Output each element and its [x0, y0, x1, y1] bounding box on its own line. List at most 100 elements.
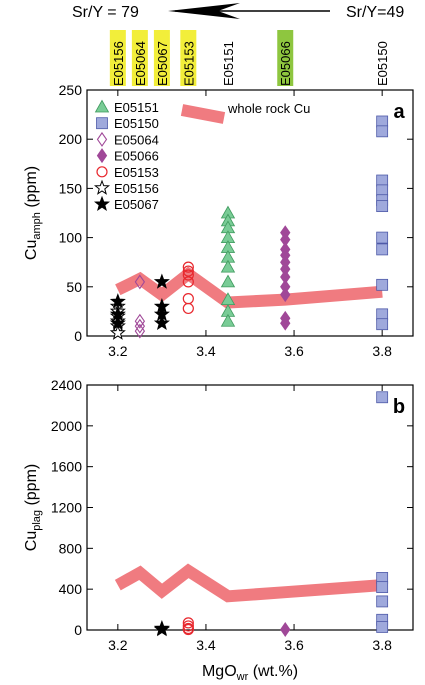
sr-y-arrow-head	[168, 3, 240, 19]
data-point-e05150	[376, 278, 389, 291]
sample-label: E05153	[181, 41, 196, 86]
data-point-e05150	[376, 581, 389, 594]
data-point-e05066	[280, 287, 291, 303]
data-point-e05151	[220, 313, 236, 327]
whole-rock-line	[114, 563, 383, 603]
sample-label: E05066	[278, 41, 293, 86]
data-point-e05150	[376, 318, 389, 331]
data-point-e05153	[182, 623, 194, 636]
data-point-e05066	[280, 315, 291, 331]
legend-marker-e05153	[96, 166, 108, 178]
data-point-e05150	[376, 621, 389, 633]
sample-label: E05064	[133, 41, 148, 86]
data-point-e05153	[182, 276, 194, 288]
y-tick-label: 250	[59, 82, 83, 98]
sample-label-highlight	[153, 30, 170, 86]
data-point-e05064	[134, 318, 146, 334]
data-point-e05067	[153, 273, 170, 289]
data-point-e05150	[376, 243, 389, 256]
sample-label: E05151	[221, 41, 236, 86]
data-point-e05150	[376, 231, 389, 244]
x-tick-label: 3.6	[284, 343, 304, 359]
data-point-e05150	[376, 174, 389, 187]
sr-y-header: Sr/Y = 79 Sr/Y=49	[72, 3, 404, 21]
y-tick-label: 0	[74, 622, 82, 638]
sample-label: E05067	[155, 41, 170, 86]
data-point-e05067	[109, 293, 126, 309]
x-tick-label: 3.2	[108, 637, 128, 653]
data-point-e05156	[109, 324, 126, 340]
y-tick-label: 100	[59, 230, 83, 246]
y-tick-label: 2400	[51, 377, 82, 393]
data-point-e05153	[182, 620, 194, 632]
y-tick-label: 150	[59, 180, 83, 196]
legend-label-e05150: E05150	[114, 116, 159, 131]
legend-marker-e05151	[94, 99, 110, 113]
data-point-e05066	[280, 622, 291, 637]
data-point-e05064	[134, 323, 146, 339]
y-tick-label: 1600	[51, 459, 82, 475]
data-point-e05153	[182, 265, 194, 277]
data-point-e05153	[182, 269, 194, 281]
data-point-e05153	[182, 261, 194, 273]
plot-frame	[86, 89, 414, 337]
sample-label-highlight	[277, 30, 294, 86]
x-axis-label: MgOwr (wt.%)	[202, 663, 298, 683]
y-tick-label: 400	[59, 581, 83, 597]
sample-label-highlight	[131, 30, 148, 86]
panel-label: b	[393, 396, 405, 418]
y-axis-label: Cuplag (ppm)	[23, 464, 43, 551]
legend-label-whole-rock: whole rock Cu	[227, 101, 310, 116]
data-point-e05067	[109, 314, 126, 331]
data-point-e05064	[134, 274, 146, 290]
y-tick-label: 200	[59, 131, 83, 147]
x-tick-label: 3.6	[284, 637, 304, 653]
sample-label-highlight	[180, 30, 197, 86]
data-point-e05150	[376, 308, 389, 321]
panel-amphibole: 0 50 100 150 200 250 3.2 3.4 3.6 3.8 Cuamph (ppm) a	[23, 82, 414, 359]
data-point-e05153	[182, 293, 194, 305]
sample-labels: E05156 E05064 E05067 E05153 E05151 E05066 E051…	[109, 30, 390, 86]
legend-marker-e05150	[96, 117, 108, 130]
legend-whole-rock-swatch	[180, 104, 226, 124]
x-tick-label: 3.4	[196, 637, 216, 653]
data-point-e05150	[376, 200, 389, 213]
sr-y-right-label: Sr/Y=49	[346, 4, 404, 21]
y-tick-label: 1200	[51, 500, 82, 516]
legend-label-e05064: E05064	[114, 132, 159, 147]
legend-label-e05067: E05067	[114, 197, 159, 212]
data-point-e05151	[220, 274, 236, 288]
data-point-e05067	[153, 621, 170, 637]
sr-y-left-label: Sr/Y = 79	[72, 4, 139, 21]
legend-label-e05153: E05153	[114, 165, 159, 180]
legend-marker-e05067	[93, 195, 111, 212]
panel-label: a	[393, 101, 405, 123]
legend-marker-e05156	[93, 179, 111, 195]
data-point-e05067	[153, 314, 170, 331]
data-point-e05151	[220, 259, 236, 273]
legend-label-e05151: E05151	[114, 100, 159, 115]
x-tick-label: 3.8	[372, 637, 392, 653]
x-tick-label: 3.4	[196, 343, 216, 359]
y-axis-label: Cuamph (ppm)	[23, 166, 43, 260]
sample-label: E05156	[111, 41, 126, 86]
panel-plagioclase: 0 400 800 1200 1600 2000 2400 3.2 3.4 3.6 3.8 Cupla…	[23, 377, 414, 653]
data-point-e05150	[376, 115, 389, 128]
legend-label-e05066: E05066	[114, 149, 159, 164]
sample-label-highlight	[109, 30, 126, 86]
data-point-e05153	[182, 302, 194, 315]
y-tick-label: 800	[59, 540, 83, 556]
legend-marker-e05064	[96, 131, 108, 147]
data-point-e05153	[182, 617, 194, 629]
y-tick-label: 0	[74, 328, 82, 344]
sample-label: E05150	[375, 41, 390, 86]
data-point-e05150	[376, 595, 389, 608]
data-point-e05150	[376, 184, 389, 197]
y-tick-label: 50	[66, 279, 82, 295]
data-point-e05064	[134, 313, 146, 329]
x-tick-label: 3.2	[108, 343, 128, 359]
legend-label-e05156: E05156	[114, 181, 159, 196]
y-tick-label: 2000	[51, 418, 82, 434]
